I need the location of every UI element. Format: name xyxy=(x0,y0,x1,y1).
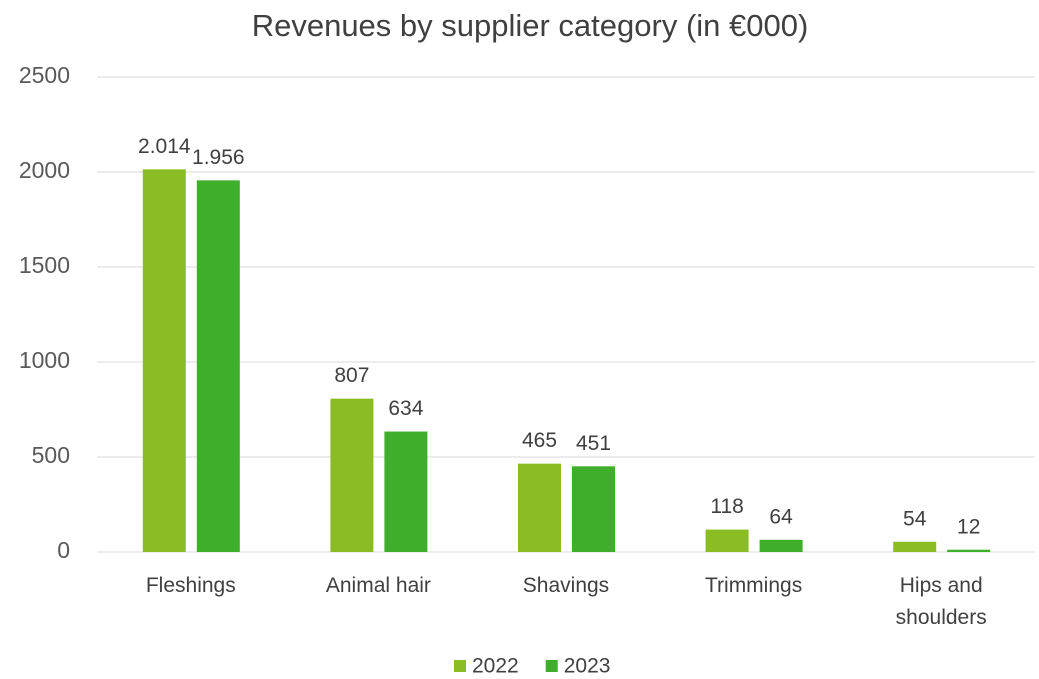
data-label: 465 xyxy=(522,429,557,452)
legend-swatch xyxy=(454,660,466,672)
y-tick-label: 2500 xyxy=(19,62,70,88)
data-label: 451 xyxy=(576,432,611,455)
legend-label: 2022 xyxy=(472,655,519,678)
x-tick-label: Trimmings xyxy=(704,574,803,597)
bar xyxy=(142,169,186,552)
bar xyxy=(330,398,374,552)
legend-label: 2023 xyxy=(564,655,611,678)
x-tick-label: Animal hair xyxy=(325,574,431,597)
data-label: 2.014 xyxy=(138,135,191,158)
bar xyxy=(947,549,991,552)
bar xyxy=(705,529,749,552)
y-tick-label: 2000 xyxy=(19,157,70,183)
x-tick-label: Fleshings xyxy=(145,574,236,597)
legend-swatch xyxy=(545,660,558,672)
data-label: 64 xyxy=(769,505,793,528)
bar xyxy=(893,541,937,552)
chart-title: Revenues by supplier category (in €000) xyxy=(252,8,809,43)
bar xyxy=(196,180,240,553)
y-tick-label: 1000 xyxy=(19,347,70,373)
bar xyxy=(572,466,615,552)
data-label: 1.956 xyxy=(192,146,245,169)
bar xyxy=(384,431,428,552)
x-tick-label: Shavings xyxy=(522,574,610,597)
data-label: 54 xyxy=(903,507,927,530)
data-label: 807 xyxy=(334,364,369,387)
x-tick-label: Hips and shoulders xyxy=(895,574,987,629)
data-label: 634 xyxy=(388,397,423,420)
y-tick-label: 0 xyxy=(57,537,70,563)
bar xyxy=(518,463,561,552)
y-tick-label: 1500 xyxy=(19,252,70,278)
data-label: 12 xyxy=(957,515,980,538)
bar xyxy=(759,539,803,552)
y-tick-label: 500 xyxy=(32,442,70,468)
data-label: 118 xyxy=(710,495,743,518)
